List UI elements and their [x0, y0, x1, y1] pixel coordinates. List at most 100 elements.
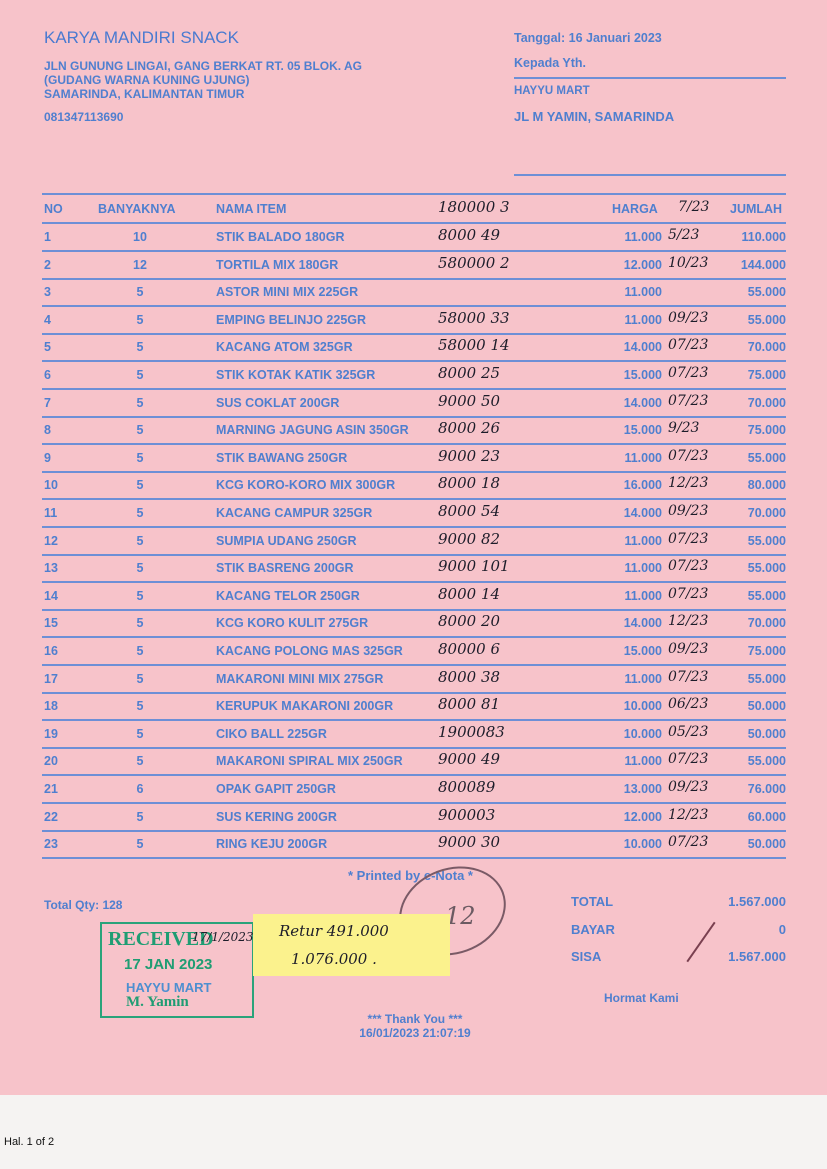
- stamp-date: 17 JAN 2023: [124, 956, 213, 973]
- table-row: 6 5 STIK KOTAK KATIK 325GR 8000 25 15.00…: [0, 364, 827, 391]
- company-address-1: JLN GUNUNG LINGAI, GANG BERKAT RT. 05 BL…: [44, 59, 363, 73]
- row-handwritten-code: 1900083: [438, 722, 505, 741]
- row-price: 16.000: [623, 478, 662, 493]
- row-rule: [42, 857, 786, 860]
- handwritten-date: 7/23: [678, 199, 710, 215]
- row-handwritten-date: 09/23: [668, 503, 709, 519]
- row-handwritten-date: 12/23: [668, 613, 709, 630]
- row-rule: [42, 664, 786, 666]
- row-item-name: STIK KOTAK KATIK 325GR: [216, 368, 376, 382]
- row-sum: 75.000: [747, 644, 786, 658]
- table-header: NO BANYAKNYA NAMA ITEM 180000 3 HARGA 7/…: [0, 198, 827, 225]
- row-rule: [42, 415, 786, 418]
- row-handwritten-date: 07/23: [668, 392, 709, 409]
- row-price: 15.000: [623, 644, 662, 658]
- table-row: 5 5 KACANG ATOM 325GR 58000 14 14.000 07…: [0, 336, 827, 363]
- table-row: 9 5 STIK BAWANG 250GR 9000 23 11.000 07/…: [0, 447, 827, 474]
- row-qty: 5: [136, 285, 144, 300]
- row-price: 13.000: [623, 782, 662, 796]
- row-price: 10.000: [623, 699, 662, 714]
- hormat-kami: Hormat Kami: [604, 991, 679, 1005]
- note-line-1: Retur 491.000: [279, 922, 389, 940]
- row-no: 3: [44, 285, 51, 300]
- sisa-label: SISA: [571, 949, 602, 964]
- row-sum: 55.000: [747, 754, 786, 769]
- total-qty: Total Qty: 128: [44, 898, 123, 912]
- row-no: 16: [44, 644, 58, 658]
- row-no: 18: [44, 699, 58, 714]
- row-handwritten-date: 07/23: [668, 447, 709, 464]
- row-handwritten-code: 80000 6: [438, 640, 501, 658]
- row-sum: 70.000: [747, 616, 786, 631]
- row-item-name: EMPING BELINJO 225GR: [216, 312, 367, 327]
- divider: [514, 174, 786, 176]
- row-price: 14.000: [623, 340, 662, 355]
- row-no: 20: [44, 754, 58, 769]
- sisa-value: 1.567.000: [728, 949, 786, 964]
- row-rule: [42, 250, 786, 252]
- row-handwritten-code: 9000 50: [438, 391, 501, 410]
- row-sum: 55.000: [747, 450, 786, 465]
- stamp-name: M. Yamin: [126, 994, 189, 1010]
- row-price: 11.000: [624, 754, 662, 769]
- row-item-name: CIKO BALL 225GR: [216, 726, 327, 741]
- table-row: 15 5 KCG KORO KULIT 275GR 8000 20 14.000…: [0, 612, 827, 639]
- row-no: 8: [44, 423, 51, 438]
- row-rule: [42, 719, 786, 722]
- row-handwritten-code: 58000 14: [438, 336, 510, 355]
- row-sum: 55.000: [747, 312, 786, 327]
- row-item-name: STIK BASRENG 200GR: [216, 561, 354, 576]
- row-no: 11: [44, 506, 58, 520]
- row-handwritten-date: 07/23: [668, 365, 709, 381]
- row-sum: 50.000: [747, 837, 786, 852]
- row-no: 1: [44, 230, 51, 244]
- row-sum: 75.000: [747, 368, 786, 382]
- row-sum: 144.000: [740, 257, 786, 272]
- row-price: 10.000: [623, 837, 662, 852]
- row-handwritten-date: 05/23: [668, 723, 709, 740]
- header-price: HARGA: [612, 202, 658, 216]
- handwritten-code: 180000 3: [438, 198, 510, 216]
- row-qty: 5: [136, 450, 144, 465]
- row-item-name: KACANG TELOR 250GR: [216, 588, 360, 603]
- row-price: 11.000: [624, 230, 662, 244]
- print-timestamp: 16/01/2023 21:07:19: [359, 1026, 471, 1040]
- row-sum: 50.000: [747, 699, 786, 714]
- table-row: 19 5 CIKO BALL 225GR 1900083 10.000 05/2…: [0, 723, 827, 750]
- row-no: 19: [44, 726, 58, 741]
- row-item-name: KACANG POLONG MAS 325GR: [216, 644, 403, 658]
- row-handwritten-date: 9/23: [668, 420, 700, 437]
- row-no: 4: [44, 312, 51, 327]
- row-no: 14: [44, 588, 58, 603]
- row-handwritten-code: 58000 33: [438, 308, 510, 327]
- row-price: 14.000: [623, 616, 662, 631]
- row-handwritten-date: 07/23: [668, 668, 709, 685]
- row-item-name: SUMPIA UDANG 250GR: [216, 533, 357, 548]
- table-row: 14 5 KACANG TELOR 250GR 8000 14 11.000 0…: [0, 585, 827, 612]
- invoice-date: Tanggal: 16 Januari 2023: [514, 31, 662, 45]
- invoice-paper: [0, 0, 827, 1095]
- row-price: 10.000: [623, 726, 662, 741]
- row-item-name: KERUPUK MAKARONI 200GR: [216, 699, 394, 714]
- row-handwritten-date: 07/23: [668, 530, 709, 547]
- row-price: 12.000: [623, 257, 662, 272]
- row-item-name: KACANG ATOM 325GR: [216, 340, 353, 355]
- note-line-2: 1.076.000 .: [291, 950, 377, 968]
- row-rule: [42, 802, 786, 804]
- row-sum: 55.000: [747, 533, 786, 548]
- row-handwritten-code: 8000 25: [438, 364, 501, 382]
- row-item-name: KCG KORO-KORO MIX 300GR: [216, 478, 396, 493]
- table-row: 18 5 KERUPUK MAKARONI 200GR 8000 81 10.0…: [0, 695, 827, 722]
- row-qty: 5: [136, 395, 144, 410]
- customer-name: HAYYU MART: [514, 85, 590, 97]
- header-sum: JUMLAH: [730, 202, 783, 216]
- row-sum: 75.000: [747, 423, 786, 438]
- row-item-name: MARNING JAGUNG ASIN 350GR: [216, 423, 409, 438]
- row-sum: 70.000: [747, 506, 786, 520]
- total-label: TOTAL: [571, 894, 614, 909]
- company-phone: 081347113690: [44, 110, 124, 124]
- header-no: NO: [44, 202, 63, 216]
- row-no: 22: [44, 809, 58, 824]
- table-row: 4 5 EMPING BELINJO 225GR 58000 33 11.000…: [0, 309, 827, 336]
- row-sum: 55.000: [747, 671, 786, 686]
